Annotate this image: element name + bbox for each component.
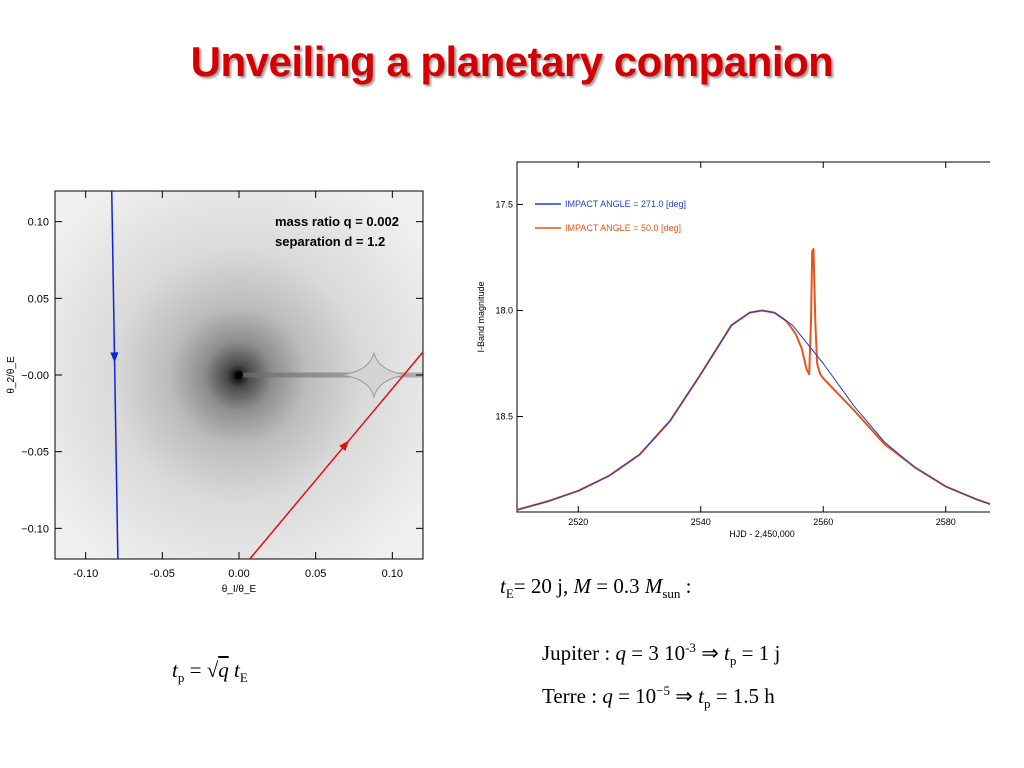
y-tick-label: −0.10	[21, 523, 49, 535]
y-axis-label: I-Band magnitude	[476, 281, 486, 352]
caustic-streak	[239, 372, 423, 378]
caustic-map-chart: -0.10 -0.05 0.00 0.05 0.10 0.10 0.05 −0.00 −0.05…	[6, 190, 424, 595]
x-axis-label: HJD - 2,450,000	[729, 529, 795, 539]
lc-frame	[516, 161, 990, 513]
tp-formula: tp = √q tE	[172, 658, 248, 686]
x-tick-label: 2580	[936, 517, 956, 527]
slide-title: Unveiling a planetary companion	[190, 38, 834, 85]
x-tick-label: 2540	[691, 517, 711, 527]
x-tick-label: -0.10	[73, 568, 98, 580]
y-tick-label: −0.00	[21, 370, 49, 382]
red-trajectory-arrow	[339, 440, 349, 451]
x-tick-label: 0.10	[382, 568, 403, 580]
y-tick-label: 0.10	[28, 217, 49, 229]
blue-trajectory	[110, 190, 119, 560]
te-formula: tE= 20 j, M = 0.3 Msun :	[500, 574, 692, 602]
x-tick-label: 2560	[813, 517, 833, 527]
red-trajectory	[249, 351, 424, 560]
y-tick-label: 17.5	[495, 199, 513, 209]
annotation-mass-ratio: mass ratio q = 0.002	[275, 214, 399, 229]
x-tick-label: 0.05	[305, 568, 326, 580]
terre-formula: Terre : q = 10−5 ⇒ tp = 1.5 h	[542, 683, 775, 712]
blue-curve	[516, 310, 990, 511]
x-axis-label: θ_I/θ_E	[222, 584, 257, 595]
x-tick-label: 0.00	[228, 568, 249, 580]
y-tick-label: 0.05	[28, 293, 49, 305]
jupiter-formula: Jupiter : q = 3 10-3 ⇒ tp = 1 j	[542, 640, 781, 669]
y-tick-label: 18.5	[495, 412, 513, 422]
blue-trajectory-arrow	[110, 352, 119, 363]
x-tick-label: -0.05	[150, 568, 175, 580]
planetary-caustic	[339, 351, 408, 399]
y-axis-label: θ_2/θ_E	[6, 356, 17, 394]
y-tick-label: 18.0	[495, 305, 513, 315]
legend-label: IMPACT ANGLE = 271.0 [deg]	[565, 199, 686, 209]
central-caustic	[235, 371, 243, 379]
legend-label: IMPACT ANGLE = 50.0 [deg]	[565, 223, 681, 233]
annotation-separation: separation d = 1.2	[275, 234, 385, 249]
x-tick-label: 2520	[568, 517, 588, 527]
light-curve-chart: 2520 2540 2560 2580 17.5 18.0 18.5 HJD - 2,450,…	[476, 161, 990, 539]
y-tick-label: −0.05	[21, 447, 49, 459]
